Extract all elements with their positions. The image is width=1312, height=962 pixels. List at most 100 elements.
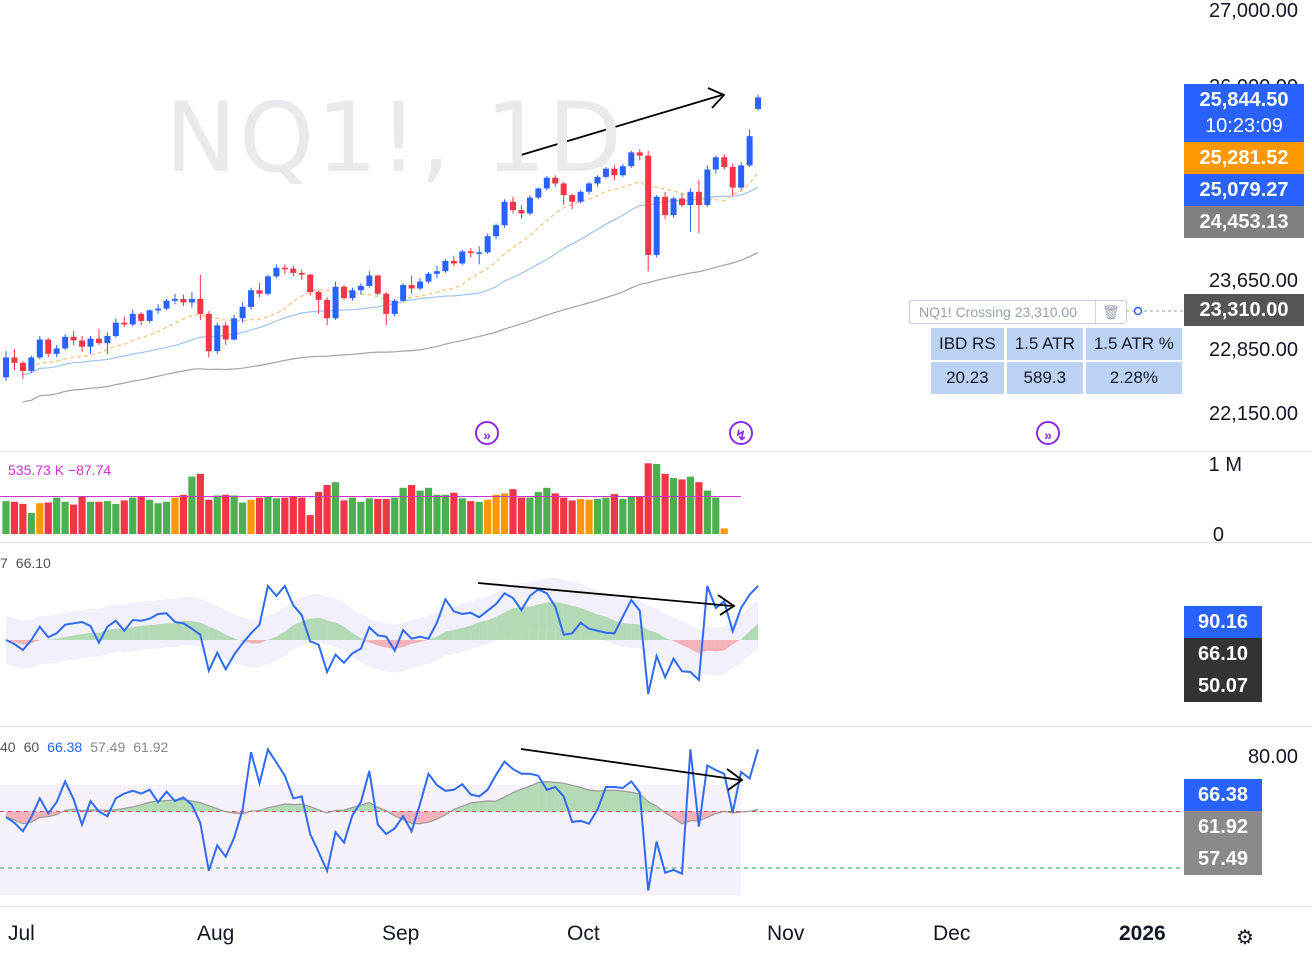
indicator1-fill xyxy=(403,640,412,648)
candle-body xyxy=(104,335,111,344)
trend-arrow-indicator1[interactable] xyxy=(477,582,736,616)
candle-body xyxy=(535,188,542,198)
volume-bar xyxy=(323,485,331,534)
info-table: IBD RS 1.5 ATR 1.5 ATR % 20.23 589.3 2.2… xyxy=(928,326,1185,396)
volume-bar xyxy=(298,497,306,534)
candle-body xyxy=(70,336,77,341)
indicator1-fill xyxy=(267,636,277,640)
indicator2-fill xyxy=(504,792,513,812)
volume-bar xyxy=(500,493,509,534)
indicator1-fill xyxy=(546,601,556,640)
candle-body xyxy=(87,338,94,347)
volume-bar xyxy=(391,497,399,534)
indicator2-pane[interactable] xyxy=(0,746,1184,891)
volume-bar xyxy=(272,498,280,534)
candle-body xyxy=(484,236,491,253)
volume-bar xyxy=(408,485,416,534)
indicator1-fill xyxy=(284,625,294,640)
volume-bar xyxy=(720,528,728,534)
settings-gear-icon[interactable]: ⚙ xyxy=(1236,927,1254,949)
indicator1-fill xyxy=(462,625,471,640)
indicator1-fill xyxy=(513,607,522,640)
price-tick: 22,850.00 xyxy=(1209,339,1298,361)
indicator1-fill xyxy=(73,634,83,640)
indicator1-fill xyxy=(115,628,125,640)
volume-bar xyxy=(416,490,424,534)
candle-body xyxy=(670,198,677,216)
indicator1-fill xyxy=(175,621,184,640)
volume-bar xyxy=(10,501,19,534)
volume-bar xyxy=(53,497,61,534)
indicator1-fill xyxy=(411,640,421,644)
candle-body xyxy=(180,298,187,303)
pane-divider-indicator1[interactable] xyxy=(0,542,1312,543)
indicator2-line xyxy=(5,746,759,891)
volume-legend: 535.73 K −87.74 xyxy=(8,462,111,478)
volume-bars[interactable] xyxy=(0,463,741,534)
indicator1-fill xyxy=(48,638,57,640)
volume-bar xyxy=(95,501,103,534)
indicator2-fill xyxy=(293,804,302,812)
candle-body xyxy=(746,136,753,166)
trend-arrow-indicator2[interactable] xyxy=(520,748,744,791)
price-candles[interactable] xyxy=(3,94,762,381)
indicator1-fill xyxy=(208,626,218,640)
indicator1-fill xyxy=(521,606,530,640)
indicator2-fill xyxy=(200,802,209,812)
volume-bar xyxy=(492,494,500,534)
volume-bar xyxy=(484,499,492,534)
pane-divider-volume[interactable] xyxy=(0,451,1312,452)
indicator2-value: 66.38 xyxy=(47,739,83,755)
indicator1-fill xyxy=(563,603,573,640)
candle-body xyxy=(628,152,635,167)
indicator2-fill xyxy=(166,799,175,812)
info-header: 1.5 ATR xyxy=(1006,328,1083,360)
alert-label[interactable]: NQ1! Crossing 23,310.00 🗑 xyxy=(909,300,1127,324)
trend-arrow-price[interactable] xyxy=(520,87,726,156)
indicator1-fill xyxy=(377,640,387,648)
dividend-arrow-icon[interactable]: » xyxy=(1036,421,1060,445)
alert-price-tag[interactable]: 23,310.00 xyxy=(1184,294,1304,326)
indicator1-pane[interactable] xyxy=(5,577,759,695)
candle-body xyxy=(332,286,339,319)
lightning-icon[interactable]: ↯ xyxy=(729,421,753,445)
volume-axis-tick: 0 xyxy=(1212,524,1224,546)
volume-bar xyxy=(669,478,678,534)
candle-body xyxy=(687,191,694,206)
candle-body xyxy=(662,196,669,216)
candle-body xyxy=(374,275,381,294)
indicator1-tag: 66.10 xyxy=(1184,638,1262,670)
candle-body xyxy=(214,325,221,352)
candle-body xyxy=(577,191,584,202)
time-axis-label: Aug xyxy=(197,922,235,945)
candle-body xyxy=(695,191,702,206)
candle-body xyxy=(383,293,390,314)
pane-divider-indicator2[interactable] xyxy=(0,726,1312,727)
indicator1-fill xyxy=(673,640,682,646)
volume-bar xyxy=(112,503,120,534)
indicator2-fill xyxy=(546,781,556,812)
volume-bar xyxy=(179,494,188,534)
indicator1-fill xyxy=(487,616,497,640)
info-value: 20.23 xyxy=(931,362,1004,394)
indicator1-fill xyxy=(310,617,319,640)
trash-icon[interactable]: 🗑 xyxy=(1095,301,1126,323)
volume-bar xyxy=(255,497,264,534)
volume-bar xyxy=(239,502,247,534)
indicator2-fill xyxy=(605,790,615,812)
volume-bar xyxy=(129,497,137,534)
candle-body xyxy=(433,271,440,274)
indicator1-fill xyxy=(234,638,243,642)
volume-bar xyxy=(137,496,145,534)
candle-body xyxy=(704,169,711,206)
dividend-arrow-icon[interactable]: » xyxy=(475,421,499,445)
volume-bar xyxy=(653,464,661,534)
indicator2-legend: 40 60 66.38 57.49 61.92 xyxy=(0,739,176,755)
alert-anchor[interactable] xyxy=(1133,306,1143,316)
candle-body xyxy=(526,197,533,214)
volume-bar xyxy=(154,503,162,534)
indicator1-fill xyxy=(65,635,74,640)
volume-bar xyxy=(695,482,703,534)
indicator2-fill xyxy=(48,811,57,817)
